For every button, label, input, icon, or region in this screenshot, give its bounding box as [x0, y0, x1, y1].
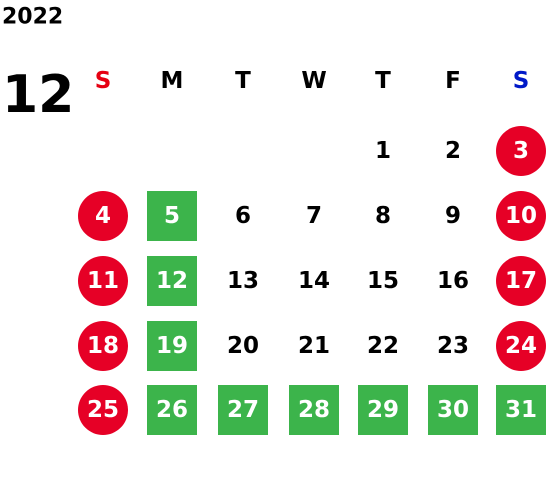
weekend-marker [496, 126, 546, 176]
day-number: 15 [367, 268, 399, 294]
day-number: 20 [227, 333, 259, 359]
year: 2022 [2, 5, 63, 30]
day-number: 21 [298, 333, 330, 359]
weekend-marker [496, 321, 546, 371]
day-number: 2 [445, 138, 461, 164]
day-number: 14 [298, 268, 330, 294]
weekend-marker [496, 256, 546, 306]
weekday-label: S [95, 68, 112, 94]
holiday-marker [289, 385, 339, 435]
day-number: 7 [306, 203, 322, 229]
day-number: 26 [156, 397, 188, 423]
weekend-marker [78, 321, 128, 371]
weekend-marker [496, 191, 546, 241]
day-number: 12 [156, 268, 188, 294]
day-number: 31 [505, 397, 537, 423]
day-number: 6 [235, 203, 251, 229]
weekend-marker [78, 191, 128, 241]
day-number: 3 [513, 138, 529, 164]
day-number: 19 [156, 333, 188, 359]
day-number: 4 [95, 203, 111, 229]
weekend-marker [78, 385, 128, 435]
holiday-marker [428, 385, 478, 435]
weekday-label: M [161, 68, 184, 94]
holiday-marker [358, 385, 408, 435]
holiday-marker [147, 321, 197, 371]
holiday-marker [496, 385, 546, 435]
day-number: 27 [227, 397, 259, 423]
day-number: 17 [505, 268, 537, 294]
day-number: 9 [445, 203, 461, 229]
holiday-marker [147, 191, 197, 241]
day-number: 28 [298, 397, 330, 423]
day-number: 5 [164, 203, 180, 229]
weekday-label: F [445, 68, 461, 94]
holiday-marker [147, 256, 197, 306]
day-number: 30 [437, 397, 469, 423]
day-number: 10 [505, 203, 537, 229]
weekday-label: W [301, 68, 326, 94]
day-number: 13 [227, 268, 259, 294]
weekday-label: S [513, 68, 530, 94]
day-number: 1 [375, 138, 391, 164]
day-number: 29 [367, 397, 399, 423]
day-number: 24 [505, 333, 537, 359]
weekday-label: T [375, 68, 391, 94]
day-number: 23 [437, 333, 469, 359]
day-number: 18 [87, 333, 119, 359]
weekday-label: T [235, 68, 251, 94]
month: 12 [2, 65, 74, 125]
holiday-marker [147, 385, 197, 435]
holiday-marker [218, 385, 268, 435]
day-number: 25 [87, 397, 119, 423]
day-number: 11 [87, 268, 119, 294]
day-number: 22 [367, 333, 399, 359]
day-number: 16 [437, 268, 469, 294]
weekend-marker [78, 256, 128, 306]
day-number: 8 [375, 203, 391, 229]
